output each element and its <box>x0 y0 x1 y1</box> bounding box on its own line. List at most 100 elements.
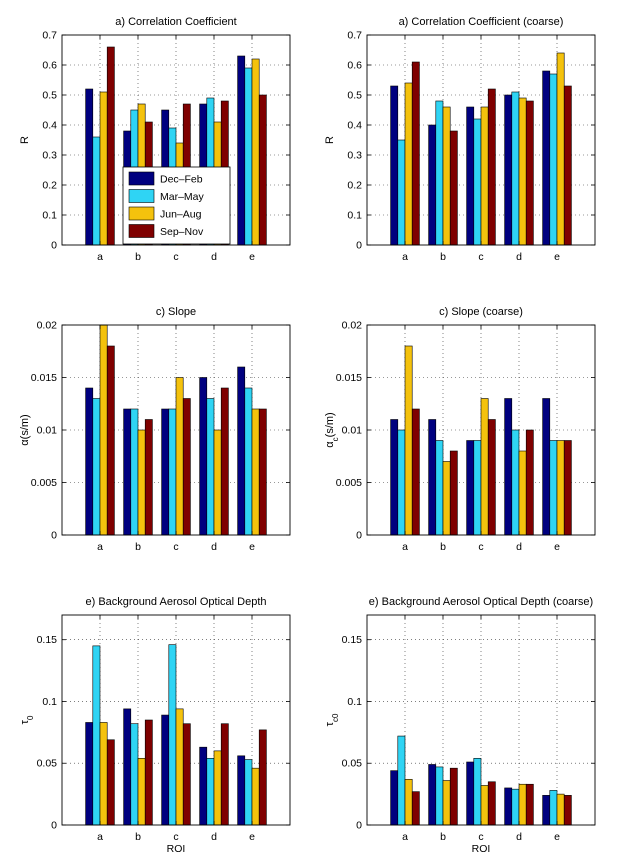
bar-c-series-3 <box>480 398 489 536</box>
bar-d-series-4 <box>220 723 229 826</box>
y-axis-label: τ0 <box>19 715 35 724</box>
x-tick-label: c <box>173 251 178 263</box>
y-tick-label: 0.15 <box>342 634 363 646</box>
bar-d-series-4 <box>525 100 534 246</box>
y-axis-label: R <box>19 136 31 144</box>
chart-title: e) Background Aerosol Optical Depth <box>86 596 267 608</box>
bar-a-series-4 <box>411 791 420 826</box>
bar-a-series-3 <box>404 778 413 826</box>
y-tick-label: 0.1 <box>347 696 362 708</box>
y-tick-label: 0.3 <box>42 150 57 162</box>
x-tick-label: b <box>135 541 141 553</box>
bar-b-series-1 <box>428 124 437 246</box>
bar-e-series-4 <box>563 440 572 536</box>
y-tick-label: 0.3 <box>347 150 362 162</box>
bar-c-series-4 <box>487 419 496 536</box>
bar-b-series-2 <box>435 100 444 246</box>
bar-c-series-3 <box>480 785 489 826</box>
bar-c-series-4 <box>182 723 191 826</box>
y-tick-label: 0.015 <box>31 372 57 384</box>
bar-e-series-1 <box>542 70 551 246</box>
chart-title: e) Background Aerosol Optical Depth (coa… <box>369 596 593 608</box>
y-tick-label: 0.1 <box>42 696 57 708</box>
bar-b-series-2 <box>435 440 444 536</box>
y-tick-label: 0.015 <box>336 372 362 384</box>
y-tick-label: 0.7 <box>347 30 362 42</box>
bar-c-series-1 <box>466 440 475 536</box>
bar-e-series-4 <box>563 795 572 826</box>
x-tick-label: a <box>97 251 103 263</box>
chart-panel-4: 0 0.005 0.01 0.015 0.02 a b c d e c) Slope (coarse… <box>324 306 596 553</box>
bar-b-series-1 <box>123 708 132 826</box>
y-tick-label: 0.7 <box>42 30 57 42</box>
bar-a-series-1 <box>390 85 399 246</box>
y-tick-label: 0.1 <box>42 210 57 222</box>
bar-b-series-3 <box>137 757 146 826</box>
bar-c-series-1 <box>466 761 475 826</box>
x-tick-label: a <box>97 541 103 553</box>
x-tick-label: e <box>554 831 560 843</box>
x-tick-label: a <box>402 541 408 553</box>
bar-a-series-4 <box>106 739 115 826</box>
bar-d-series-2 <box>511 429 520 536</box>
bar-b-series-2 <box>130 408 139 536</box>
legend: Dec–Feb Mar–May Jun–Aug Sep–Nov <box>122 166 231 245</box>
chart-panel-3: 0 0.005 0.01 0.015 0.02 a b c d e c) Slope α(s/m) <box>19 306 291 553</box>
chart-panel-6: 0 0.05 0.1 0.15 a b c d e e) Background Aerosol O… <box>324 596 596 855</box>
legend-swatch-2 <box>128 189 155 203</box>
y-axis-label: α(s/m) <box>19 414 31 445</box>
bar-a-series-4 <box>411 408 420 536</box>
bar-d-series-3 <box>518 783 527 826</box>
y-tick-label: 0.2 <box>42 180 57 192</box>
bar-e-series-3 <box>556 440 565 536</box>
bar-e-series-1 <box>542 398 551 536</box>
y-tick-label: 0.01 <box>342 425 363 437</box>
x-tick-label: b <box>135 251 141 263</box>
y-tick-label: 0.005 <box>31 477 57 489</box>
bar-a-series-1 <box>85 88 94 246</box>
bar-c-series-2 <box>473 757 482 826</box>
x-tick-label: c <box>478 541 483 553</box>
legend-swatch-1 <box>128 171 155 186</box>
bar-d-series-2 <box>206 757 215 826</box>
bar-d-series-4 <box>525 429 534 536</box>
y-tick-label: 0.15 <box>37 634 58 646</box>
bar-a-series-2 <box>397 139 406 246</box>
bar-b-series-1 <box>428 764 437 826</box>
bar-e-series-2 <box>549 440 558 536</box>
y-tick-label: 0.5 <box>347 90 362 102</box>
x-tick-label: c <box>478 251 483 263</box>
chart-panel-2: 0 0.1 0.2 0.3 0.4 0.5 0.6 0.7 a b c d e a) Correlatio… <box>324 16 596 263</box>
bar-c-series-3 <box>175 377 184 536</box>
bar-b-series-1 <box>428 419 437 536</box>
y-tick-label: 0 <box>356 820 362 832</box>
bar-e-series-3 <box>251 58 260 246</box>
y-tick-label: 0.005 <box>336 477 362 489</box>
x-tick-label: b <box>135 831 141 843</box>
y-tick-label: 0.6 <box>347 60 362 72</box>
bar-a-series-1 <box>85 387 94 536</box>
bar-b-series-4 <box>449 130 458 246</box>
x-tick-label: e <box>554 541 560 553</box>
bar-d-series-3 <box>518 97 527 246</box>
bar-c-series-2 <box>168 644 177 826</box>
bar-c-series-4 <box>182 398 191 536</box>
bar-b-series-4 <box>449 450 458 536</box>
bar-a-series-3 <box>404 345 413 536</box>
y-tick-label: 0 <box>356 530 362 542</box>
chart-title: c) Slope (coarse) <box>439 306 523 318</box>
y-tick-label: 0.4 <box>42 120 57 132</box>
x-tick-label: d <box>516 541 522 553</box>
bar-c-series-1 <box>161 408 170 536</box>
y-axis-label: αc(s/m) <box>324 412 340 447</box>
bar-c-series-4 <box>487 781 496 826</box>
bar-a-series-1 <box>85 722 94 826</box>
x-tick-label: d <box>211 831 217 843</box>
bar-d-series-1 <box>504 787 513 826</box>
x-tick-label: a <box>402 831 408 843</box>
bar-e-series-3 <box>556 52 565 246</box>
x-tick-label: a <box>97 831 103 843</box>
bar-e-series-2 <box>244 67 253 246</box>
legend-label-2: Mar–May <box>160 191 205 203</box>
